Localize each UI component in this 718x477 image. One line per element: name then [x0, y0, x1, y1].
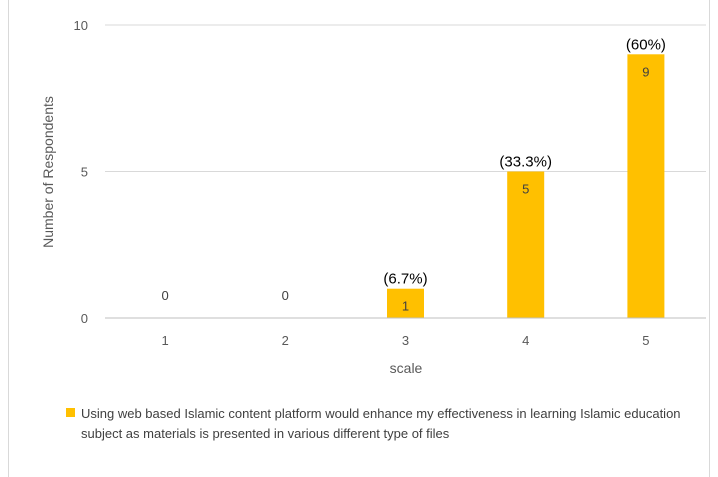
- bar-chart: 0 0 1 (6.7%) 5 (33.3%) 9 (60%) 0 5 10 1 2 3 4 5 Number…: [40, 18, 706, 376]
- x-tick-label: 4: [522, 333, 529, 348]
- x-tick-label: 1: [161, 333, 168, 348]
- data-labels: 0 0 1 (6.7%) 5 (33.3%) 9 (60%): [161, 36, 665, 313]
- x-tick-label: 2: [282, 333, 289, 348]
- bar: [507, 171, 545, 318]
- bar-value-label: 1: [402, 299, 409, 314]
- x-tick-label: 5: [642, 333, 649, 348]
- percent-label: (60%): [626, 36, 666, 53]
- y-tick-label: 5: [81, 165, 88, 180]
- x-axis-title: scale: [390, 360, 423, 376]
- percent-label: (6.7%): [383, 271, 427, 288]
- bars: [387, 54, 665, 319]
- bar: [387, 288, 424, 318]
- y-axis-title: Number of Respondents: [40, 96, 56, 248]
- y-tick-label: 0: [81, 311, 88, 326]
- bar-value-label: 0: [282, 288, 289, 303]
- bar-value-label: 9: [642, 64, 649, 79]
- y-tick-label: 10: [74, 18, 88, 33]
- gridlines: [105, 24, 706, 172]
- bar-value-label: 0: [161, 288, 168, 303]
- percent-label: (33.3%): [499, 154, 552, 171]
- chart-frame: [8, 0, 710, 477]
- legend-swatch: [66, 408, 75, 417]
- legend-label: Using web based Islamic content platform…: [81, 406, 681, 441]
- legend: Using web based Islamic content platform…: [66, 404, 686, 444]
- x-tick-label: 3: [402, 333, 409, 348]
- bar-value-label: 5: [522, 182, 529, 197]
- bar: [627, 54, 665, 319]
